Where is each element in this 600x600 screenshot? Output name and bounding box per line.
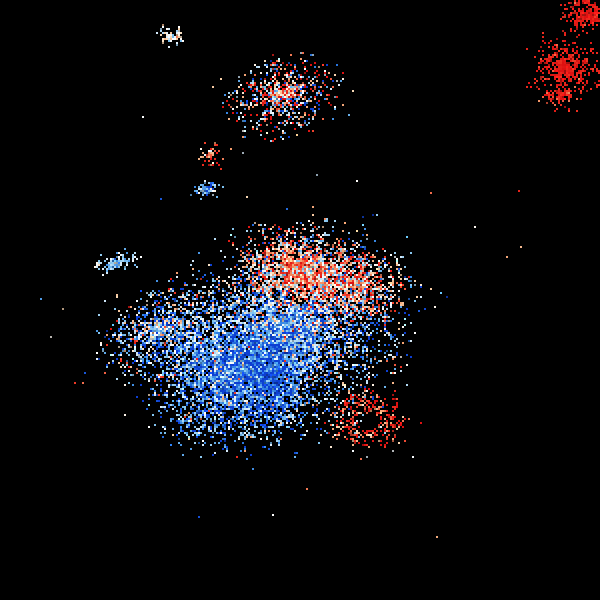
density-scatter-canvas: [0, 0, 600, 600]
visualization-root: [0, 0, 600, 600]
